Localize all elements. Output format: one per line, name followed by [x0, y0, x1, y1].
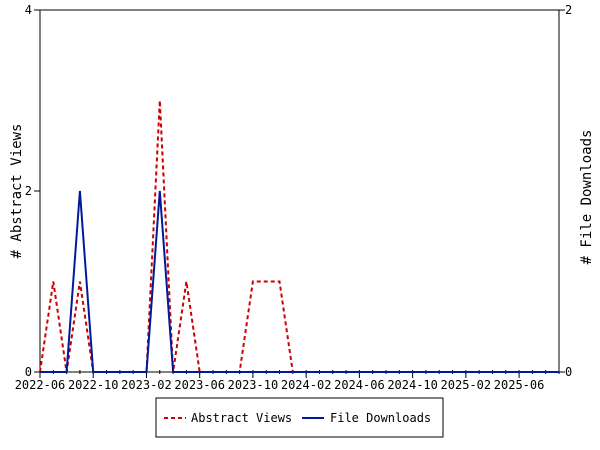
x-tick-label-1: 2022-10: [68, 378, 119, 392]
x-axis: 2022-06 2022-10 2023-02 2023-06 2023-10 2024-…: [15, 370, 560, 392]
legend: Abstract Views File Downloads: [155, 397, 444, 438]
series-layer: [39, 100, 559, 373]
x-tick-label-4: 2023-10: [228, 378, 279, 392]
series-line-file-downloads: [40, 190, 559, 373]
x-tick-label-2: 2023-02: [121, 378, 172, 392]
legend-box: [155, 397, 444, 438]
y-tick-label-1: 2: [25, 184, 32, 198]
y2-axis-title: # File Downloads: [579, 130, 595, 265]
plot-frame: [39, 9, 560, 373]
x-tick-label-6: 2024-06: [334, 378, 385, 392]
legend-label-abstract-views: Abstract Views: [191, 411, 292, 425]
y-axis-title: # Abstract Views: [9, 124, 25, 259]
left-y-axis: 0 2 4: [25, 3, 40, 379]
x-tick-label-0: 2022-06: [15, 378, 66, 392]
x-tick-label-9: 2025-06: [494, 378, 545, 392]
y2-tick-label-1: 2: [565, 3, 572, 17]
x-tick-label-7: 2024-10: [387, 378, 438, 392]
series-line-abstract-views: [39, 100, 559, 373]
x-tick-label-5: 2024-02: [281, 378, 332, 392]
x-tick-label-8: 2025-02: [441, 378, 492, 392]
x-tick-label-3: 2023-06: [174, 378, 225, 392]
y-tick-label-2: 4: [25, 3, 32, 17]
legend-label-file-downloads: File Downloads: [330, 411, 431, 425]
y-tick-label-0: 0: [25, 365, 32, 379]
right-y-axis: 02: [559, 3, 572, 379]
y2-tick-label-0: 0: [565, 365, 572, 379]
